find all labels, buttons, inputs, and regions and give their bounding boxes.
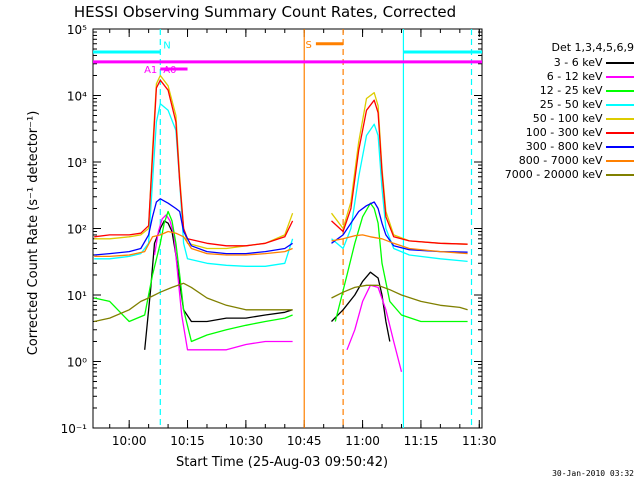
series-line bbox=[331, 99, 468, 245]
series-line bbox=[94, 282, 293, 323]
legend-entry: 300 - 800 keV bbox=[526, 140, 634, 153]
y-tick-label: 10¹ bbox=[67, 289, 87, 303]
legend-label: 3 - 6 keV bbox=[553, 56, 606, 69]
flag-label: S bbox=[306, 40, 312, 51]
y-tick-label: 10⁻¹ bbox=[61, 422, 88, 436]
legend-swatch bbox=[606, 76, 634, 78]
legend-swatch bbox=[606, 62, 634, 64]
x-tick-label: 11:00 bbox=[345, 434, 380, 448]
legend-swatch bbox=[606, 118, 634, 120]
series-line bbox=[331, 201, 468, 253]
flag-label: N bbox=[163, 40, 170, 51]
legend-label: 25 - 50 keV bbox=[539, 98, 606, 111]
x-axis-label: Start Time (25-Aug-03 09:50:42) bbox=[176, 455, 388, 470]
series-line bbox=[94, 198, 293, 256]
y-tick-label: 10⁴ bbox=[67, 90, 87, 104]
y-tick-label: 10³ bbox=[67, 156, 87, 170]
x-tick-label: 11:15 bbox=[404, 434, 439, 448]
legend-entry: 3 - 6 keV bbox=[554, 56, 634, 69]
series-line bbox=[94, 79, 294, 247]
legend-label: 100 - 300 keV bbox=[525, 126, 606, 139]
legend-label: 800 - 7000 keV bbox=[518, 154, 606, 167]
legend-label: 300 - 800 keV bbox=[525, 140, 606, 153]
plot-area: 10⁻¹ 10⁰ 10¹ 10² 10³ 10⁴ 10⁵ 10:00 10:15 10:30 10:… bbox=[61, 23, 497, 448]
legend-title: Det 1,3,4,5,6,9 bbox=[551, 41, 634, 54]
series-line bbox=[331, 284, 468, 311]
legend-entry: 12 - 25 keV bbox=[540, 84, 634, 97]
series-line bbox=[94, 103, 294, 267]
legend-swatch bbox=[606, 104, 634, 106]
legend-swatch bbox=[606, 174, 634, 176]
legend-entry: 25 - 50 keV bbox=[540, 98, 634, 111]
chart-title: HESSI Observing Summary Count Rates, Cor… bbox=[74, 3, 456, 21]
series-line bbox=[346, 284, 403, 372]
y-axis-label: Corrected Count Rate (s⁻¹ detector⁻¹) bbox=[26, 111, 41, 356]
legend-entry: 800 - 7000 keV bbox=[519, 154, 634, 167]
footer-date: 30-Jan-2010 03:32 bbox=[552, 469, 634, 478]
legend-entry: 100 - 300 keV bbox=[526, 126, 634, 139]
x-tick-label: 10:45 bbox=[287, 434, 322, 448]
series-line bbox=[331, 123, 468, 263]
legend-entry: 50 - 100 keV bbox=[533, 112, 634, 125]
x-tick-label: 10:00 bbox=[112, 434, 147, 448]
legend-label: 12 - 25 keV bbox=[539, 84, 606, 97]
series-line bbox=[94, 210, 293, 343]
legend-swatch bbox=[606, 90, 634, 92]
series-line bbox=[94, 230, 293, 258]
flag-label: A1 bbox=[144, 65, 157, 76]
legend-label: 6 - 12 keV bbox=[546, 70, 606, 83]
y-tick-label: 10² bbox=[67, 223, 87, 237]
x-tick-label: 11:30 bbox=[462, 434, 497, 448]
legend-swatch bbox=[606, 146, 634, 148]
series-line bbox=[331, 234, 468, 255]
y-tick-label: 10⁵ bbox=[67, 23, 87, 37]
legend-label: 7000 - 20000 keV bbox=[504, 168, 606, 181]
series-line bbox=[94, 74, 294, 250]
legend-entry: 6 - 12 keV bbox=[547, 70, 634, 83]
y-tick-label: 10⁰ bbox=[67, 356, 87, 370]
series-line bbox=[334, 202, 468, 323]
x-tick-label: 10:30 bbox=[229, 434, 264, 448]
legend-label: 50 - 100 keV bbox=[532, 112, 606, 125]
legend-swatch bbox=[606, 132, 634, 134]
series-line bbox=[144, 220, 293, 350]
series-line bbox=[153, 214, 293, 351]
legend-swatch bbox=[606, 160, 634, 162]
x-tick-label: 10:15 bbox=[170, 434, 205, 448]
series-line bbox=[331, 271, 391, 342]
legend-entry: 7000 - 20000 keV bbox=[505, 168, 634, 181]
flag-label: A0 bbox=[163, 65, 176, 76]
